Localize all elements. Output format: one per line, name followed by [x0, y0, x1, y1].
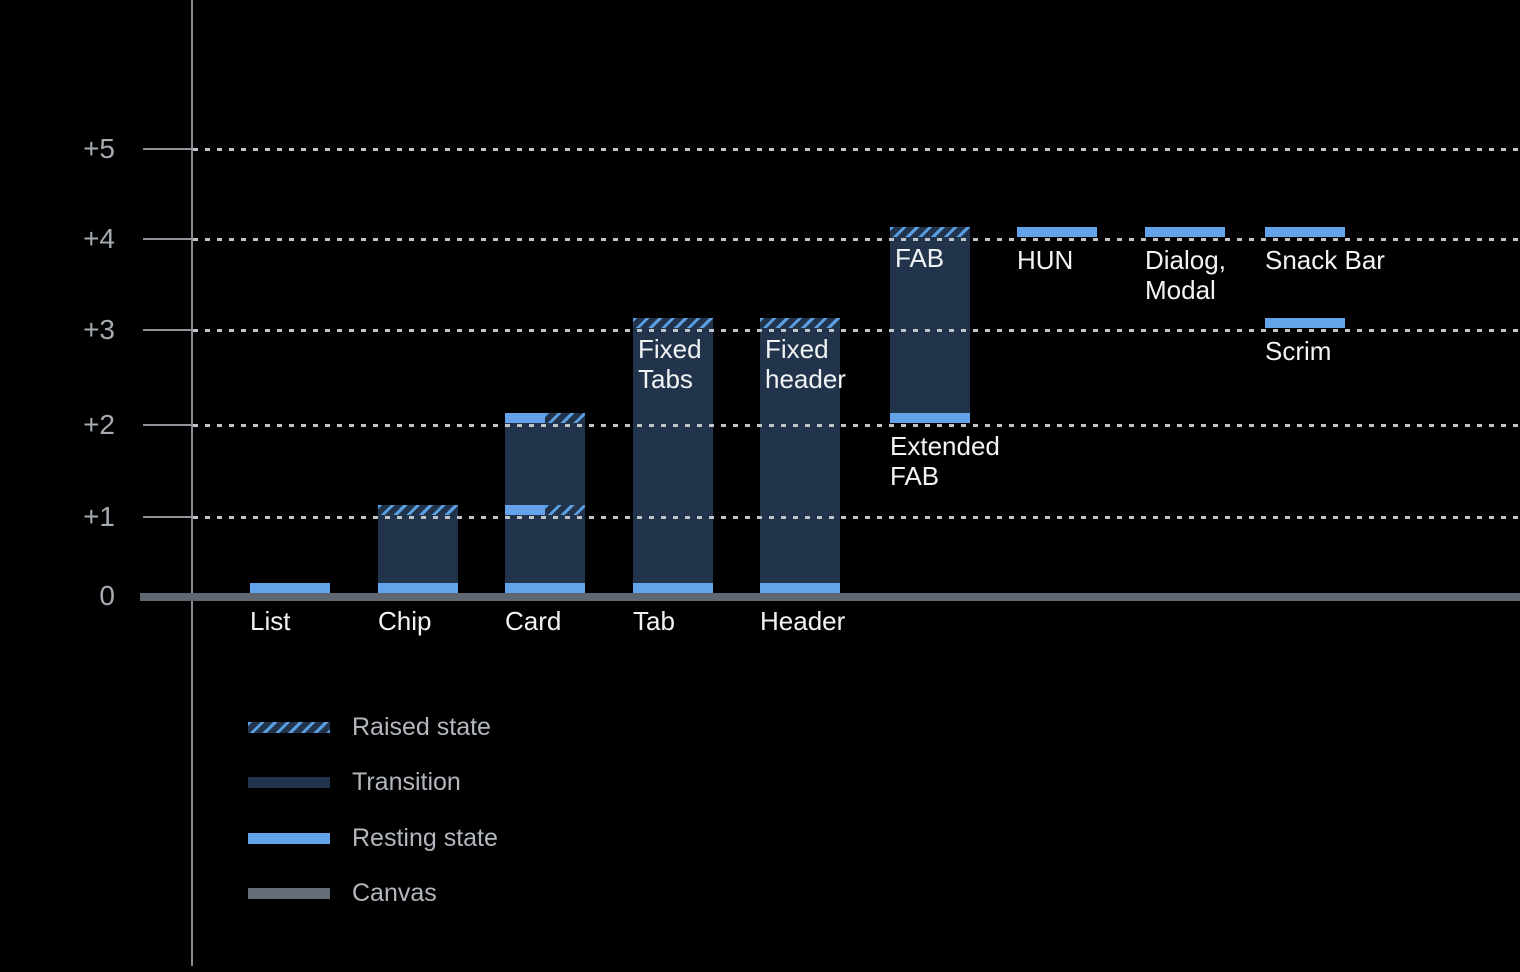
bar-below-label-hun: HUN	[1017, 245, 1073, 275]
bar-resting-card	[505, 505, 545, 515]
y-tick-label-plus-1: +1	[83, 501, 115, 532]
bar-below-label-fab-line: FAB	[890, 461, 940, 491]
bar-transition-chip	[378, 515, 458, 583]
bar-raised-chip	[378, 505, 458, 515]
canvas-baseline	[140, 593, 1520, 601]
bar-below-label-dialog-modal-line: Modal	[1145, 275, 1216, 305]
bar-raised-tab	[633, 318, 713, 328]
y-tick-mark	[143, 238, 193, 240]
bar-below-label-scrim: Scrim	[1265, 336, 1331, 366]
bar-below-label-snack-bar: Snack Bar	[1265, 245, 1385, 275]
bar-raised-fab	[890, 227, 970, 237]
bar-resting-snack-bar	[1265, 227, 1345, 237]
y-axis-line	[191, 0, 193, 966]
y-tick-mark	[143, 424, 193, 426]
bar-resting-list	[250, 583, 330, 593]
bar-resting-chip	[378, 583, 458, 593]
bar-raised-card	[545, 505, 585, 515]
legend-item-canvas: Canvas	[248, 878, 437, 908]
bar-resting-header	[760, 583, 840, 593]
bar-raised-card	[545, 413, 585, 423]
bar-resting-scrim	[1265, 318, 1345, 328]
bar-raised-header	[760, 318, 840, 328]
canvas-swatch-icon	[248, 887, 330, 899]
bar-transition-tab	[633, 328, 713, 583]
bar-inner-label-header-line: header	[765, 364, 846, 394]
raised-state-swatch-icon	[248, 721, 330, 733]
bar-resting-card	[505, 413, 545, 423]
bar-below-label-snack-bar-line: Snack Bar	[1265, 245, 1385, 275]
bar-inner-label-tab-line: Tabs	[638, 364, 693, 394]
bar-inner-label-fab: FAB	[895, 243, 944, 273]
bar-below-label-fab-line: Extended	[890, 431, 1000, 461]
bar-inner-label-header: Fixed header	[765, 334, 846, 394]
y-tick-label-plus-3: +3	[83, 314, 115, 345]
bar-below-label-hun-line: HUN	[1017, 245, 1074, 275]
bar-transition-card	[505, 423, 585, 583]
legend-label-raised-state: Raised state	[352, 712, 491, 741]
legend-label-canvas: Canvas	[352, 878, 437, 907]
y-tick-label-plus-2: +2	[83, 409, 115, 440]
bar-base-label-card-line: Card	[505, 606, 562, 636]
legend-label-transition: Transition	[352, 767, 461, 796]
gridline-dotted	[193, 516, 1520, 519]
bar-transition-header	[760, 328, 840, 583]
y-tick-mark	[143, 516, 193, 518]
bar-base-label-chip-line: Chip	[378, 606, 432, 636]
legend-item-resting-state: Resting state	[248, 823, 498, 853]
bar-base-label-tab: Tab	[633, 606, 675, 636]
bar-base-label-list-line: List	[250, 606, 291, 636]
bar-base-label-header-line: Header	[760, 606, 846, 636]
bar-resting-card	[505, 583, 585, 593]
bar-inner-label-tab: Fixed Tabs	[638, 334, 702, 394]
y-tick-mark	[143, 148, 193, 150]
gridline-dotted	[193, 424, 1520, 427]
y-tick-label-0: 0	[99, 580, 115, 611]
bar-below-label-dialog-modal-line: Dialog,	[1145, 245, 1226, 275]
bar-resting-tab	[633, 583, 713, 593]
bar-below-label-dialog-modal: Dialog, Modal	[1145, 245, 1226, 305]
y-tick-mark	[143, 329, 193, 331]
bar-base-label-chip: Chip	[378, 606, 431, 636]
bar-inner-label-header-line: Fixed	[765, 334, 829, 364]
transition-swatch-icon	[248, 776, 330, 788]
bar-resting-fab	[890, 413, 970, 423]
bar-resting-dialog-modal	[1145, 227, 1225, 237]
bar-base-label-list: List	[250, 606, 290, 636]
legend-item-raised-state: Raised state	[248, 712, 491, 742]
y-tick-label-plus-4: +4	[83, 223, 115, 254]
legend-item-transition: Transition	[248, 767, 461, 797]
bar-base-label-tab-line: Tab	[633, 606, 675, 636]
bar-inner-label-tab-line: Fixed	[638, 334, 702, 364]
resting-state-swatch-icon	[248, 832, 330, 844]
bar-below-label-scrim-line: Scrim	[1265, 336, 1332, 366]
bar-base-label-card: Card	[505, 606, 561, 636]
bar-resting-hun	[1017, 227, 1097, 237]
bar-below-label-fab: Extended FAB	[890, 431, 1000, 491]
bar-transition-fab	[890, 237, 970, 413]
gridline-dotted	[193, 329, 1520, 332]
gridline-dotted	[193, 238, 1520, 241]
gridline-dotted	[193, 148, 1520, 151]
y-tick-label-plus-5: +5	[83, 133, 115, 164]
bar-inner-label-fab-line: FAB	[895, 243, 945, 273]
legend-label-resting-state: Resting state	[352, 823, 498, 852]
bar-base-label-header: Header	[760, 606, 845, 636]
